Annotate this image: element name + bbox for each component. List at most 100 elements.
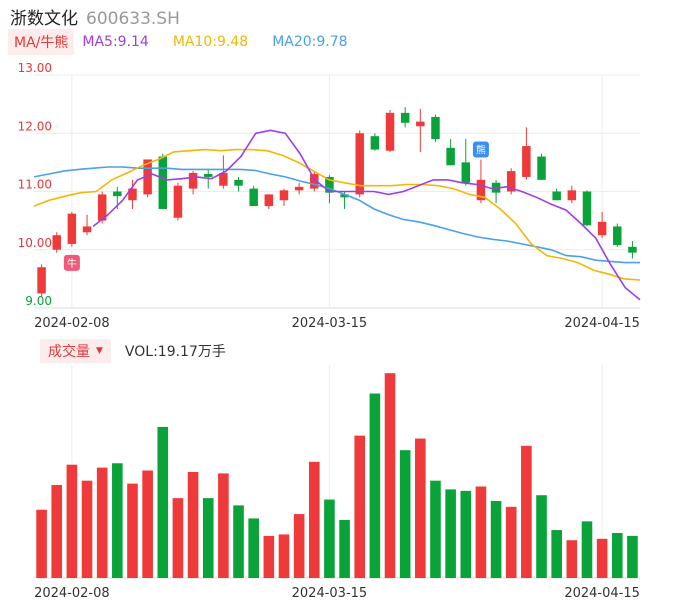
candle-body: [461, 162, 471, 183]
y-tick-label: 13.00: [18, 61, 52, 75]
candle-body: [476, 179, 486, 201]
candle-body: [582, 191, 592, 226]
candle-body: [628, 246, 637, 253]
volume-bar: [627, 535, 638, 578]
volume-x-tick-label: 2024-04-15: [564, 586, 640, 601]
candle-body: [522, 146, 531, 177]
bear-marker-badge: [472, 141, 489, 158]
ma10-line: [33, 148, 641, 281]
volume-bar: [218, 473, 229, 578]
volume-bar: [384, 373, 396, 578]
bear-marker-label: 熊: [476, 143, 486, 156]
volume-bar: [490, 501, 502, 578]
volume-bar: [51, 485, 63, 578]
volume-bar: [399, 450, 411, 578]
stock-name: 浙数文化: [10, 9, 78, 29]
ma5-legend: MA5:9.14: [82, 34, 149, 50]
volume-bar: [611, 532, 623, 578]
volume-bar: [505, 506, 517, 578]
volume-bar: [354, 435, 366, 578]
candle-body: [158, 156, 168, 209]
volume-bar: [66, 464, 78, 578]
candle-body: [264, 194, 274, 207]
candle-body: [446, 147, 455, 166]
volume-header: 成交量 ▼ VOL:19.17万手: [40, 339, 226, 363]
ma-legend: MA/牛熊 MA5:9.14 MA10:9.48 MA20:9.78: [8, 29, 372, 55]
volume-bar: [521, 445, 532, 578]
volume-bar: [308, 461, 320, 578]
volume-bar: [369, 393, 381, 578]
y-tick-label: 11.00: [18, 178, 52, 192]
candle-body: [567, 190, 577, 201]
volume-bar: [445, 489, 456, 578]
candle-body: [67, 213, 77, 244]
candle-body: [219, 172, 228, 186]
candle-body: [249, 188, 258, 207]
volume-bar: [36, 509, 47, 578]
ma10-legend: MA10:9.48: [172, 34, 249, 50]
candle-body: [97, 194, 107, 221]
candle-body: [400, 112, 410, 123]
candle-body: [143, 159, 152, 195]
volume-bar: [142, 470, 153, 578]
volume-bar: [536, 495, 547, 578]
volume-bar: [157, 426, 169, 578]
volume-bar: [415, 438, 426, 578]
candle-body: [597, 221, 607, 236]
volume-bar: [339, 519, 350, 578]
volume-x-tick-label: 2024-02-08: [34, 586, 110, 601]
volume-bar: [460, 490, 472, 578]
price-x-tick-label: 2024-04-15: [564, 316, 640, 331]
volume-bar: [551, 530, 562, 578]
candle-body: [113, 191, 122, 197]
price-x-tick-label: 2024-03-15: [292, 316, 368, 331]
volume-bar: [293, 514, 305, 578]
candle-body: [52, 235, 61, 250]
candle-body: [128, 188, 137, 201]
volume-bar: [324, 499, 335, 578]
volume-bar: [596, 538, 608, 578]
volume-bar: [127, 483, 138, 578]
candle-body: [385, 112, 395, 151]
candle-body: [188, 172, 198, 189]
candle-body: [234, 179, 243, 186]
candle-body: [431, 116, 440, 140]
volume-bar: [263, 535, 275, 578]
y-tick-label: 12.00: [18, 119, 52, 133]
candle-body: [325, 176, 334, 193]
volume-bar: [566, 540, 578, 578]
candle-body: [310, 174, 319, 189]
volume-bar: [96, 467, 108, 578]
volume-bar: [202, 498, 214, 578]
volume-bar: [233, 505, 244, 578]
bull-marker-label: 牛: [67, 257, 77, 270]
caret-down-icon: ▼: [96, 346, 103, 356]
title-bar: 浙数文化 600633.SH: [10, 4, 180, 29]
candle-body: [355, 133, 364, 195]
y-tick-label: 9.00: [25, 294, 52, 308]
candle-body: [279, 190, 289, 201]
volume-x-tick-label: 2024-03-15: [292, 586, 368, 601]
volume-toggle-button[interactable]: 成交量 ▼: [40, 339, 111, 363]
candle-body: [506, 171, 516, 192]
ma-toggle-button[interactable]: MA/牛熊: [8, 29, 75, 55]
volume-bar: [172, 498, 184, 578]
stock-code: 600633.SH: [86, 9, 180, 29]
volume-readout: VOL:19.17万手: [124, 344, 226, 360]
ma20-legend: MA20:9.78: [272, 34, 348, 50]
volume-bar: [475, 486, 487, 578]
y-tick-label: 10.00: [18, 236, 52, 250]
candle-body: [416, 121, 425, 127]
candle-body: [37, 267, 46, 294]
volume-bar: [81, 480, 93, 578]
volume-bar: [581, 521, 593, 578]
volume-bar: [112, 463, 123, 578]
volume-bar: [278, 534, 290, 578]
candle-body: [370, 136, 380, 150]
candle-body: [173, 185, 183, 218]
price-x-tick-label: 2024-02-08: [34, 316, 110, 331]
candle-body: [537, 156, 546, 180]
candle-body: [82, 226, 92, 233]
volume-toggle-label: 成交量: [48, 344, 90, 360]
